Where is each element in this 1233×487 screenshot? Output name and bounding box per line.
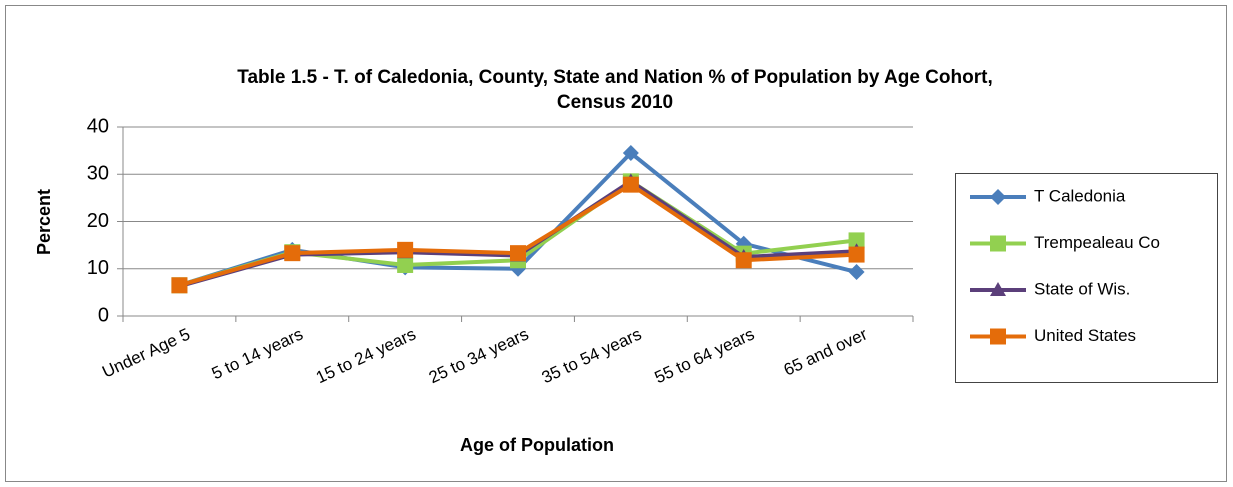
y-tick-label: 10 (87, 257, 109, 279)
y-tick-label: 30 (87, 163, 109, 185)
y-tick-label: 20 (87, 210, 109, 232)
chart-title: Census 2010 (557, 92, 673, 113)
legend-label: T Caledonia (1034, 186, 1126, 205)
y-tick-label: 0 (98, 304, 109, 326)
legend-marker (990, 328, 1006, 345)
data-point (848, 264, 865, 281)
data-point (622, 176, 639, 193)
data-point (397, 241, 414, 258)
data-point (848, 246, 865, 263)
chart-title: Table 1.5 - T. of Caledonia, County, Sta… (237, 67, 992, 88)
data-point (848, 232, 865, 249)
legend-marker (990, 189, 1006, 205)
data-point (622, 144, 639, 161)
data-point (735, 252, 752, 269)
y-axis-label: Percent (34, 189, 54, 255)
legend-label: United States (1034, 326, 1136, 345)
y-tick-label: 40 (87, 115, 109, 137)
legend-marker (990, 235, 1006, 252)
data-point (510, 245, 526, 262)
data-point (397, 256, 414, 273)
data-point (171, 277, 188, 294)
x-axis-label: Age of Population (460, 435, 614, 455)
legend-label: Trempealeau Co (1034, 233, 1160, 252)
legend-marker (990, 282, 1006, 296)
data-point (284, 245, 301, 262)
legend-box (955, 173, 1218, 383)
legend-label: State of Wis. (1034, 279, 1130, 298)
